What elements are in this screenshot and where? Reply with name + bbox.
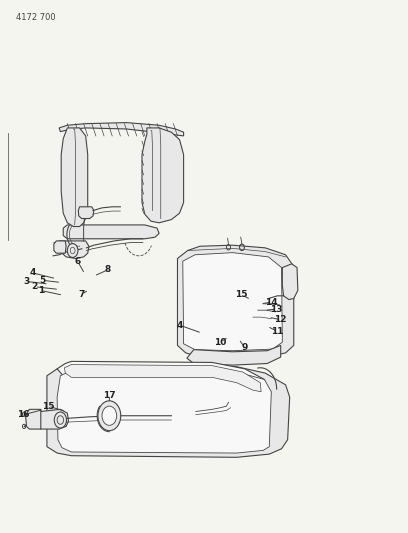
Text: 4: 4 [29, 269, 36, 277]
Text: 16: 16 [18, 410, 30, 419]
Circle shape [54, 412, 67, 428]
Polygon shape [57, 361, 266, 393]
Text: 4: 4 [176, 321, 183, 329]
Text: 7: 7 [78, 290, 85, 298]
Polygon shape [57, 241, 89, 259]
Text: 1: 1 [38, 286, 44, 295]
Polygon shape [47, 365, 290, 457]
Polygon shape [26, 409, 41, 429]
Polygon shape [177, 245, 294, 358]
Polygon shape [282, 264, 298, 300]
Text: 14: 14 [265, 298, 277, 306]
Text: 9: 9 [242, 343, 248, 352]
Polygon shape [35, 409, 69, 429]
Polygon shape [61, 128, 88, 227]
Circle shape [102, 406, 117, 425]
Text: 4172 700: 4172 700 [16, 13, 55, 22]
Polygon shape [54, 241, 66, 253]
Circle shape [98, 401, 121, 431]
Text: 15: 15 [42, 402, 54, 410]
Polygon shape [63, 225, 159, 239]
Polygon shape [183, 253, 282, 351]
Text: 2: 2 [31, 282, 38, 291]
Text: 12: 12 [275, 316, 287, 324]
Polygon shape [187, 345, 281, 365]
Text: 13: 13 [271, 305, 283, 313]
Polygon shape [64, 365, 261, 392]
Text: 11: 11 [271, 327, 284, 336]
Text: 6: 6 [74, 257, 81, 265]
Circle shape [67, 244, 78, 257]
Text: 15: 15 [235, 290, 248, 299]
Text: 10: 10 [214, 338, 226, 346]
Polygon shape [57, 370, 271, 453]
Polygon shape [142, 128, 184, 223]
Text: 5: 5 [40, 276, 46, 285]
Text: 3: 3 [23, 277, 30, 286]
Text: 8: 8 [105, 265, 111, 274]
Polygon shape [78, 207, 94, 219]
Text: 17: 17 [103, 391, 115, 400]
Polygon shape [59, 123, 184, 136]
